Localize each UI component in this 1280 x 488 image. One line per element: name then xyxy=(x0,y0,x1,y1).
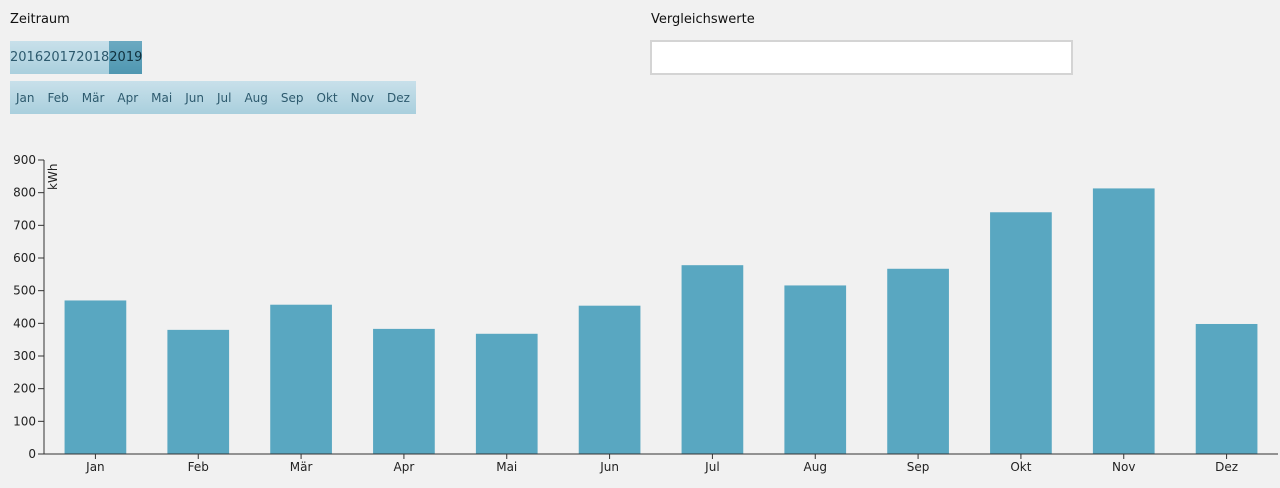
y-tick-label-200: 200 xyxy=(13,382,36,396)
bar-Apr xyxy=(373,328,435,454)
year-button-2016[interactable]: 2016 xyxy=(10,41,44,74)
month-selector: Jan Feb Mär Apr Mai Jun Jul Aug Sep Okt Nov Dez xyxy=(10,81,416,114)
y-tick-label-0: 0 xyxy=(28,447,36,461)
x-tick-label-Apr: Apr xyxy=(394,460,415,474)
bar-Aug xyxy=(784,285,847,454)
x-tick-label-Feb: Feb xyxy=(188,460,209,474)
y-axis-label: kWh xyxy=(46,164,60,190)
x-tick-label-Jul: Jul xyxy=(704,460,719,474)
year-selector: 2016 2017 2018 2019 xyxy=(10,41,143,74)
x-tick-label-Dez: Dez xyxy=(1215,460,1238,474)
x-tick-label-Jan: Jan xyxy=(85,460,105,474)
bar-Mär xyxy=(270,304,332,454)
x-tick-label-Mai: Mai xyxy=(496,460,517,474)
month-button-4[interactable]: Mai xyxy=(151,90,173,105)
y-tick-label-600: 600 xyxy=(13,251,36,265)
month-button-9[interactable]: Okt xyxy=(316,90,338,105)
y-tick-label-800: 800 xyxy=(13,186,36,200)
month-button-11[interactable]: Dez xyxy=(387,90,410,105)
year-button-2018[interactable]: 2018 xyxy=(76,41,110,74)
month-button-6[interactable]: Jul xyxy=(216,90,232,105)
bar-Jun xyxy=(578,305,641,454)
y-tick-label-400: 400 xyxy=(13,316,36,330)
year-button-2019[interactable]: 2019 xyxy=(109,41,143,74)
bar-Jul xyxy=(681,265,744,454)
month-button-1[interactable]: Feb xyxy=(47,90,69,105)
month-button-7[interactable]: Aug xyxy=(244,90,268,105)
bar-Feb xyxy=(167,329,230,454)
bar-Jan xyxy=(64,300,127,454)
y-tick-label-500: 500 xyxy=(13,284,36,298)
y-tick-label-100: 100 xyxy=(13,414,36,428)
month-button-5[interactable]: Jun xyxy=(185,90,204,105)
month-button-0[interactable]: Jan xyxy=(16,90,35,105)
y-tick-label-700: 700 xyxy=(13,218,36,232)
vergleichswerte-title: Vergleichswerte xyxy=(651,12,755,27)
x-tick-label-Okt: Okt xyxy=(1010,460,1031,474)
bar-Okt xyxy=(990,212,1052,454)
year-button-2017[interactable]: 2017 xyxy=(43,41,77,74)
month-button-2[interactable]: Mär xyxy=(81,90,105,105)
x-tick-label-Aug: Aug xyxy=(804,460,827,474)
x-tick-label-Sep: Sep xyxy=(907,460,930,474)
bar-Dez xyxy=(1195,323,1258,454)
zeitraum-title: Zeitraum xyxy=(10,12,70,27)
bar-Nov xyxy=(1092,188,1155,455)
x-tick-label-Nov: Nov xyxy=(1112,460,1135,474)
y-tick-label-300: 300 xyxy=(13,349,36,363)
month-button-8[interactable]: Sep xyxy=(280,90,304,105)
x-tick-label-Mär: Mär xyxy=(290,460,313,474)
bar-Mai xyxy=(475,333,538,454)
bar-Sep xyxy=(887,268,949,454)
x-tick-label-Jun: Jun xyxy=(599,460,619,474)
y-tick-label-900: 900 xyxy=(13,153,36,167)
month-button-10[interactable]: Nov xyxy=(350,90,375,105)
vergleichswerte-input[interactable] xyxy=(650,40,1073,75)
month-button-3[interactable]: Apr xyxy=(117,90,139,105)
